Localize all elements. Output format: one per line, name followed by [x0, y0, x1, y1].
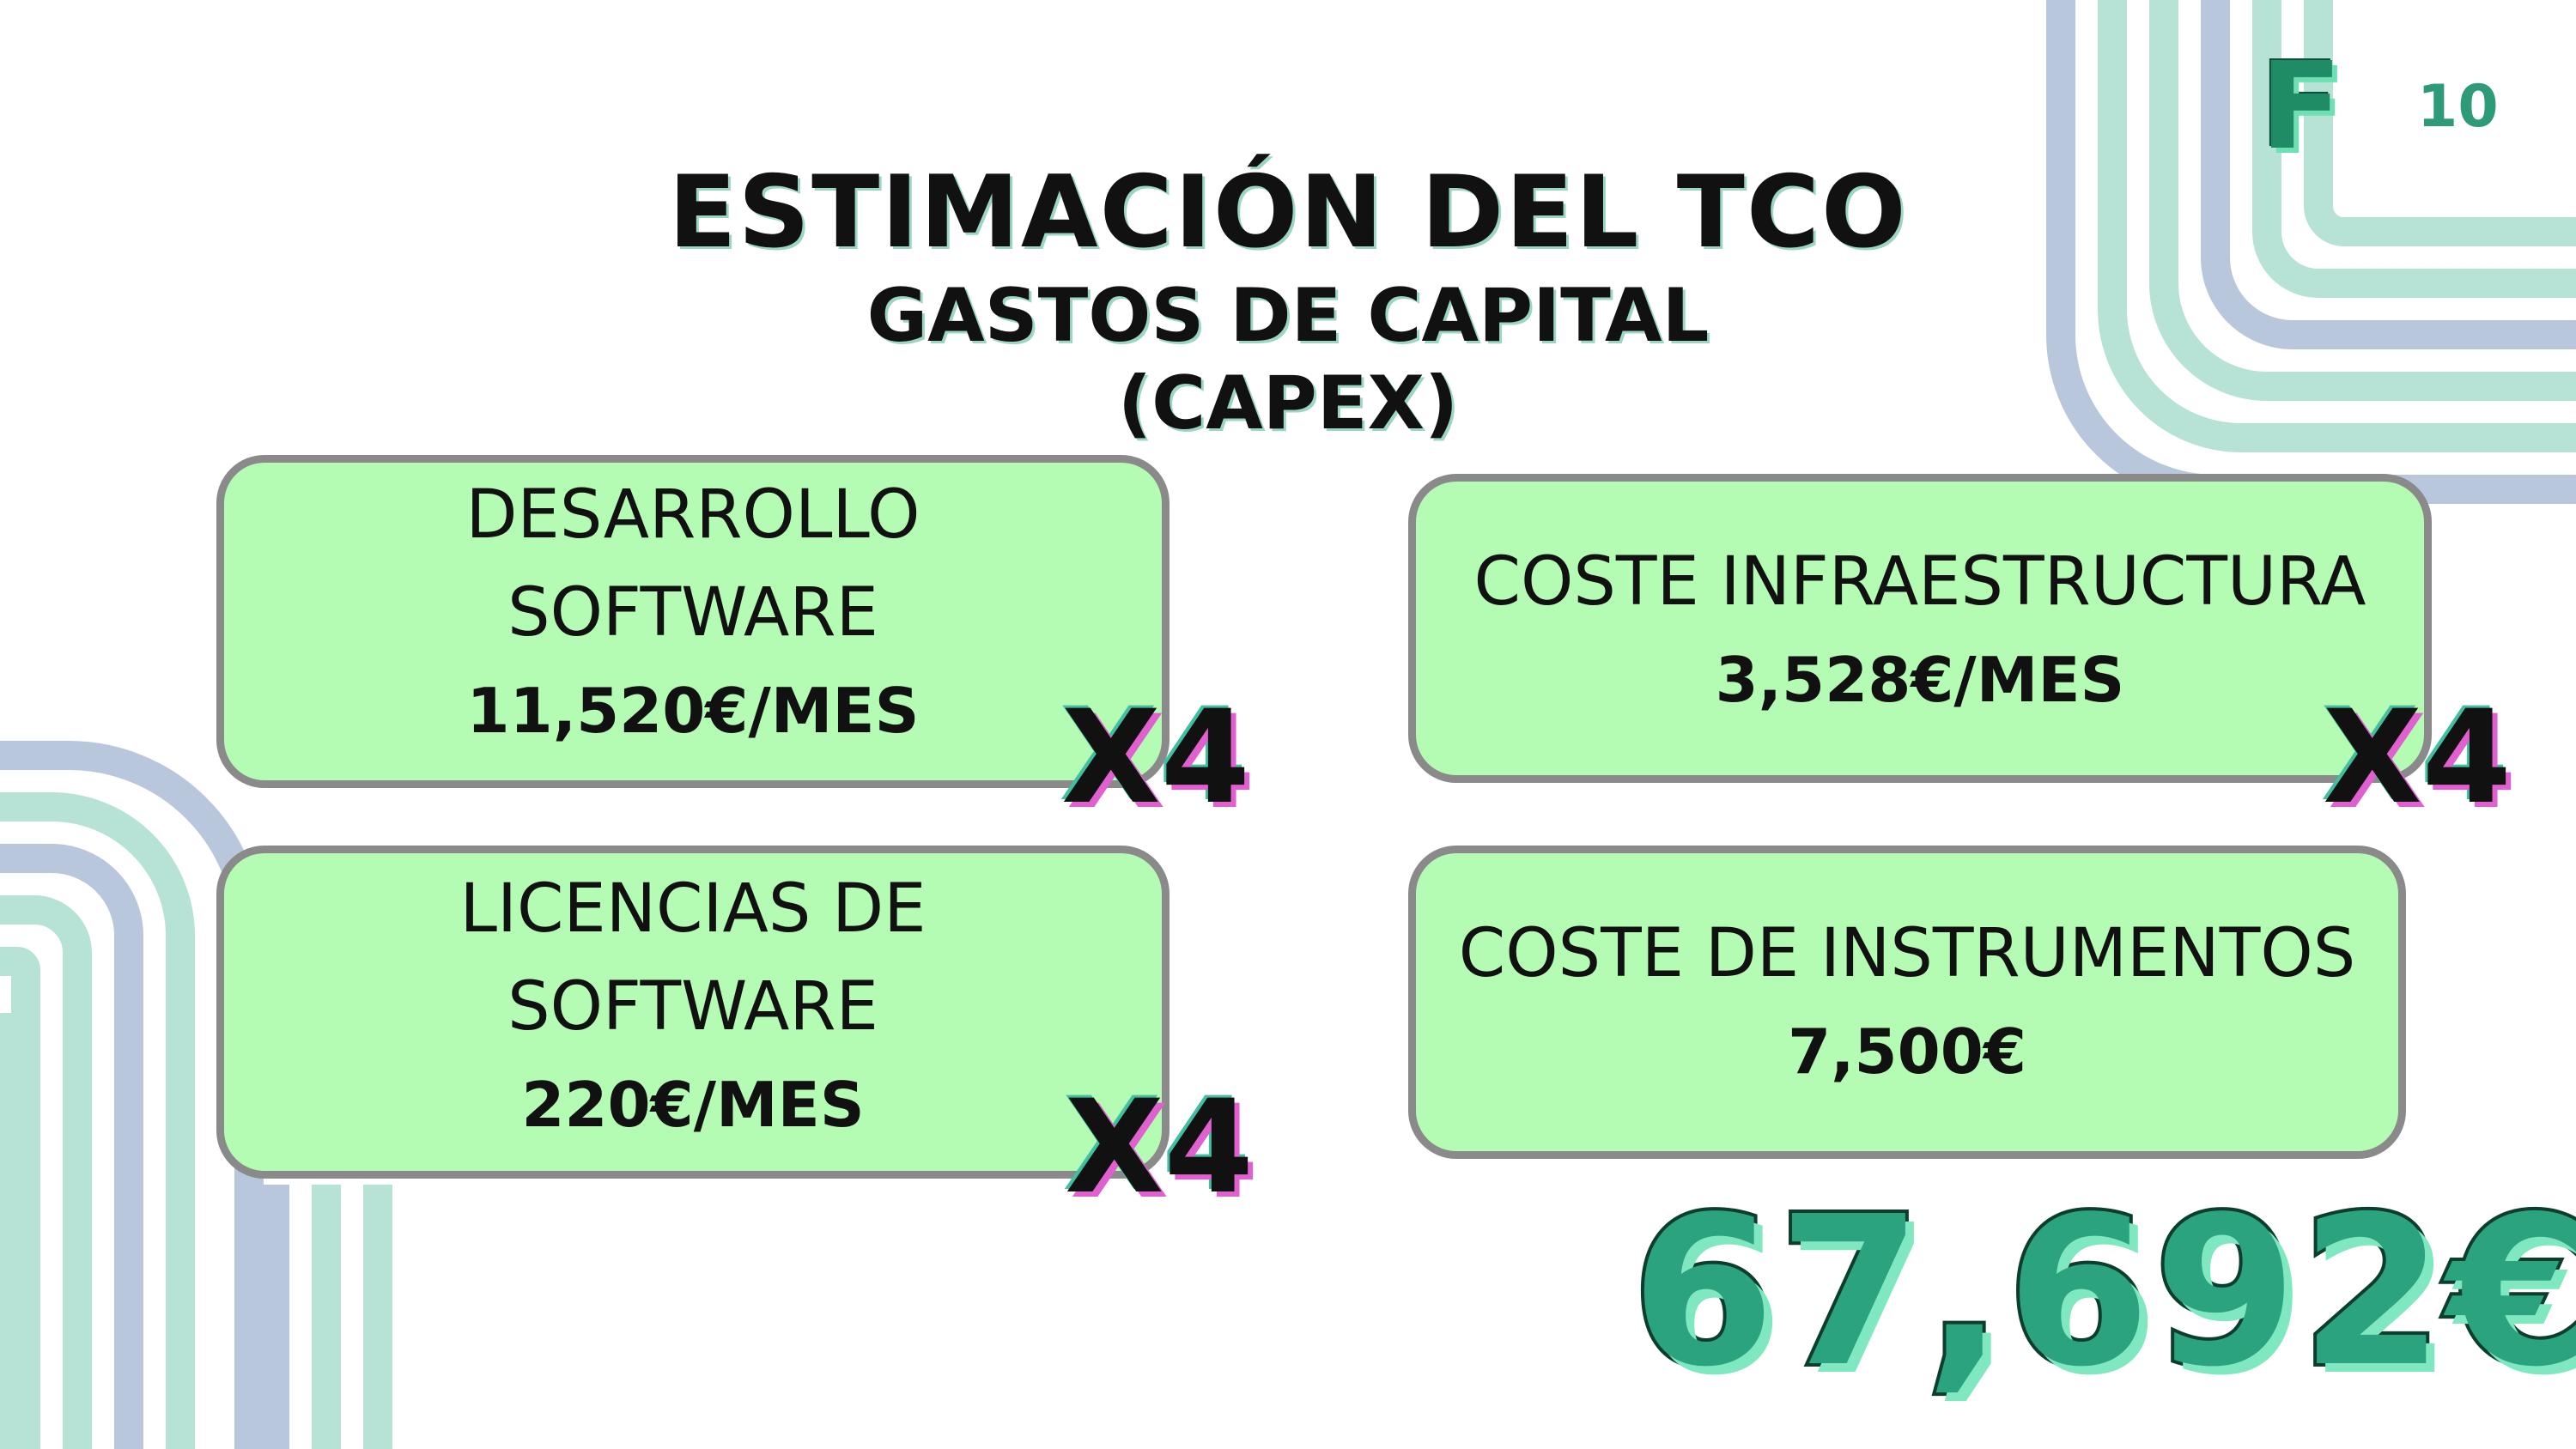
page-title: ESTIMACIÓN DEL TCO	[668, 155, 1908, 270]
card-label-line: COSTE DE INSTRUMENTOS	[1458, 915, 2356, 992]
card-desarrollo-software: DESARROLLO SOFTWARE 11,520€/MES	[216, 455, 1170, 788]
page-subtitle-acronym: (CAPEX)	[1117, 361, 1459, 446]
card-coste-instrumentos: COSTE DE INSTRUMENTOS 7,500€	[1408, 846, 2406, 1159]
card-label-line: DESARROLLO	[465, 476, 920, 554]
total-capex: 67,692€	[1628, 1172, 2576, 1412]
card-value: 220€/MES	[521, 1069, 865, 1141]
brand-logo: F	[2260, 37, 2342, 177]
multiplier-licencias: X4	[1065, 1073, 1255, 1222]
card-value: 3,528€/MES	[1715, 644, 2125, 716]
card-label-line: SOFTWARE	[507, 574, 878, 652]
card-label-line: COSTE INFRAESTRUCTURA	[1473, 543, 2366, 621]
card-value: 11,520€/MES	[466, 675, 920, 747]
card-value: 7,500€	[1788, 1016, 2026, 1088]
card-coste-infraestructura: COSTE INFRAESTRUCTURA 3,528€/MES	[1408, 474, 2432, 783]
multiplier-infraestructura: X4	[2323, 683, 2512, 833]
card-label-line: SOFTWARE	[507, 968, 878, 1046]
multiplier-desarrollo: X4	[1061, 683, 1251, 833]
card-label-line: LICENCIAS DE	[459, 870, 927, 948]
page-subtitle: GASTOS DE CAPITAL	[866, 273, 1710, 359]
page-number: 10	[2417, 73, 2499, 141]
card-licencias-software: LICENCIAS DE SOFTWARE 220€/MES	[216, 846, 1170, 1179]
